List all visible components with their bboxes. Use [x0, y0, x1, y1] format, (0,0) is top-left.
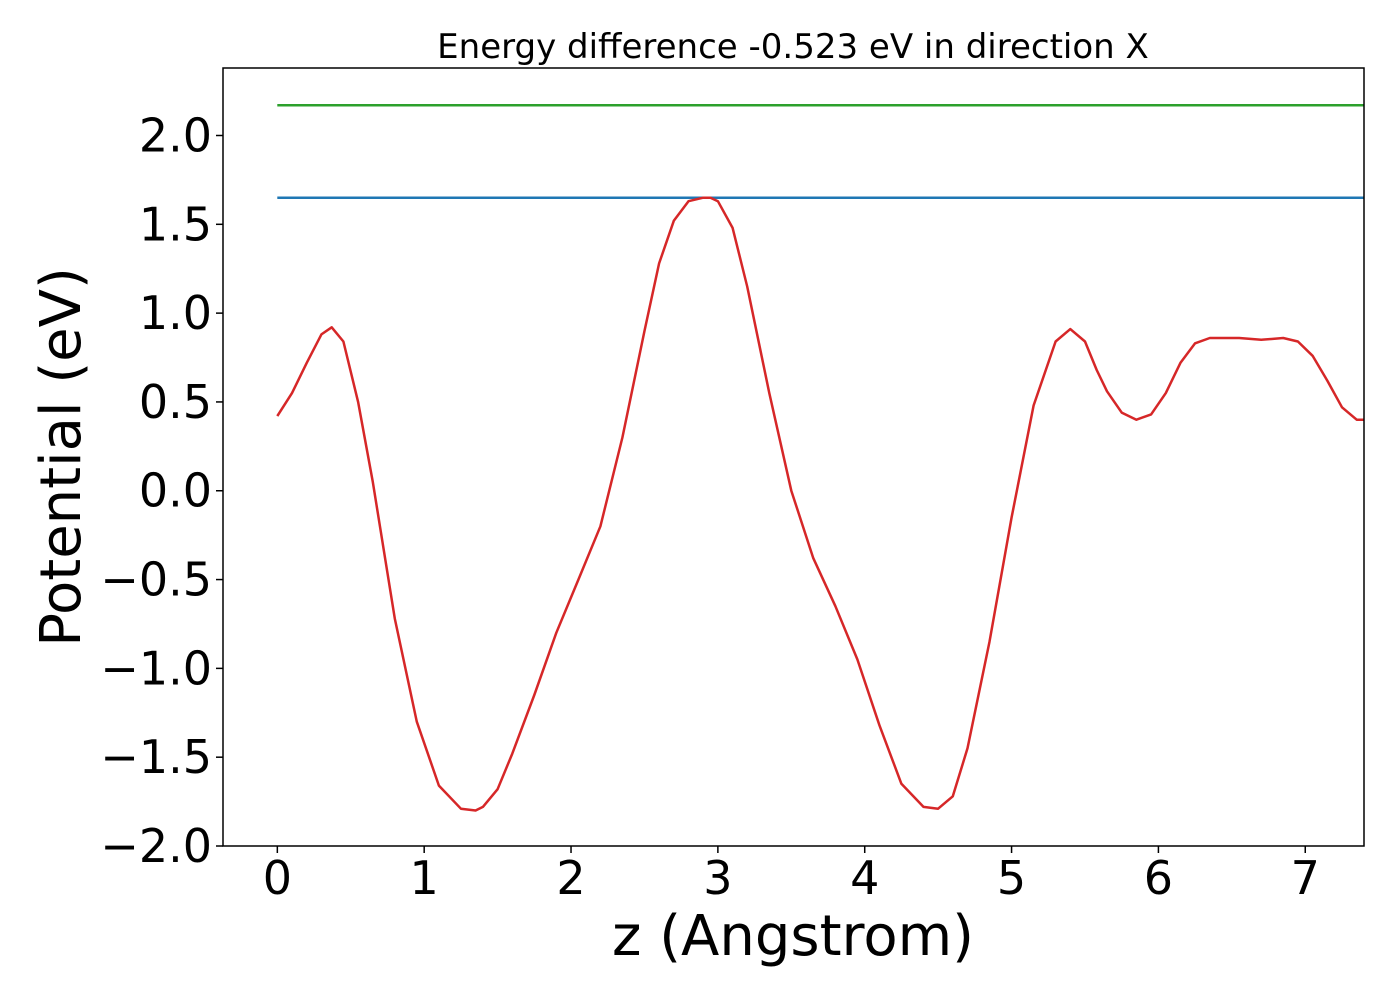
- x-tick-label: 6: [1144, 851, 1173, 905]
- chart-title: Energy difference -0.523 eV in direction…: [437, 27, 1149, 67]
- y-tick-label: 0.5: [139, 375, 212, 429]
- x-axis-label: z (Angstrom): [612, 904, 974, 969]
- y-tick-label: 0.0: [139, 464, 212, 518]
- y-tick-label: −0.5: [100, 553, 212, 607]
- y-axis: 2.0 1.5 1.0 0.5 0.0 −0.5 −1.0 −1.5 −2.0: [100, 108, 223, 873]
- y-axis-label: Potential (eV): [29, 267, 94, 647]
- series-line-3: [276, 196, 1364, 812]
- y-tick-label: 1.5: [139, 197, 212, 251]
- y-tick-label: 2.0: [139, 108, 212, 162]
- y-tick-label: 1.0: [139, 286, 212, 340]
- y-tick-label: −1.5: [100, 730, 212, 784]
- x-tick-label: 5: [997, 851, 1026, 905]
- x-tick-label: 4: [850, 851, 879, 905]
- y-tick-label: −2.0: [100, 819, 212, 873]
- y-tick-label: −1.0: [100, 641, 212, 695]
- x-tick-label: 1: [410, 851, 439, 905]
- x-axis: 0 1 2 3 4 5 6 7: [263, 846, 1320, 905]
- x-tick-label: 0: [263, 851, 292, 905]
- plot-frame: [222, 67, 1365, 847]
- x-tick-label: 7: [1291, 851, 1320, 905]
- x-tick-label: 3: [703, 851, 732, 905]
- x-tick-label: 2: [556, 851, 585, 905]
- series-layer: [276, 104, 1364, 812]
